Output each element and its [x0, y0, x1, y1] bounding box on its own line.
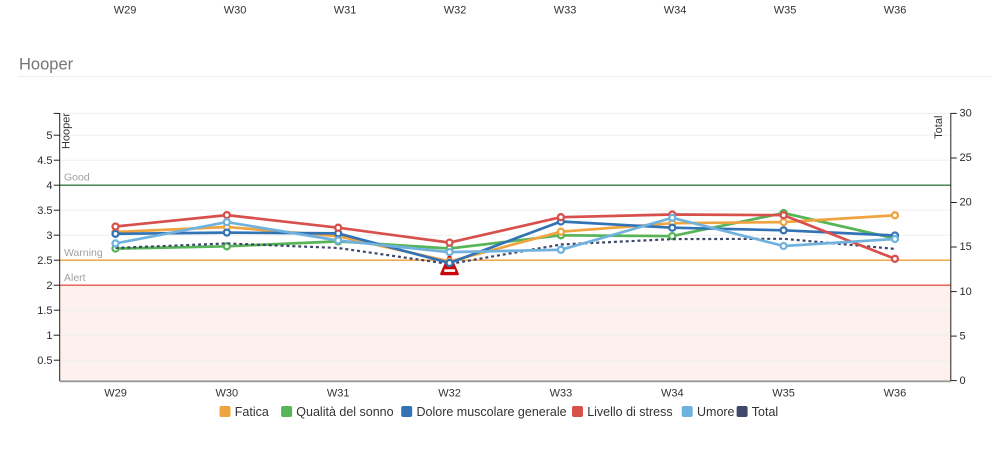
svg-text:Good: Good [64, 172, 90, 184]
svg-text:W35: W35 [772, 388, 795, 400]
svg-text:1: 1 [46, 330, 52, 342]
svg-text:W30: W30 [224, 5, 247, 17]
svg-text:3.5: 3.5 [37, 205, 52, 217]
svg-text:W32: W32 [444, 5, 467, 17]
svg-text:W31: W31 [327, 388, 350, 400]
svg-text:1.5: 1.5 [37, 305, 52, 317]
svg-text:Dolore muscolare generale: Dolore muscolare generale [417, 405, 567, 419]
svg-text:20: 20 [960, 197, 972, 209]
svg-text:Alert: Alert [64, 272, 86, 284]
svg-text:0: 0 [960, 375, 966, 387]
svg-text:W36: W36 [884, 388, 907, 400]
svg-text:W33: W33 [554, 5, 577, 17]
svg-text:3: 3 [46, 230, 52, 242]
svg-text:W34: W34 [661, 388, 684, 400]
svg-text:25: 25 [960, 152, 972, 164]
svg-text:W30: W30 [216, 388, 239, 400]
svg-text:W36: W36 [884, 5, 907, 17]
svg-text:Warning: Warning [64, 247, 103, 259]
svg-text:4.5: 4.5 [37, 155, 52, 167]
svg-text:Total: Total [752, 405, 778, 419]
svg-text:W31: W31 [334, 5, 357, 17]
svg-text:Hooper: Hooper [60, 113, 72, 149]
svg-text:5: 5 [960, 330, 966, 342]
svg-text:W29: W29 [114, 5, 137, 17]
svg-text:W29: W29 [104, 388, 127, 400]
svg-text:2: 2 [46, 280, 52, 292]
svg-text:10: 10 [960, 286, 972, 298]
svg-text:Livello di stress: Livello di stress [587, 405, 672, 419]
svg-text:Total: Total [933, 116, 945, 139]
svg-text:5: 5 [46, 130, 52, 142]
svg-text:Fatica: Fatica [235, 405, 269, 419]
svg-text:W32: W32 [438, 388, 461, 400]
svg-text:30: 30 [960, 108, 972, 120]
svg-text:Umore: Umore [697, 405, 735, 419]
svg-text:2.5: 2.5 [37, 255, 52, 267]
svg-text:Qualità del sonno: Qualità del sonno [296, 405, 393, 419]
svg-text:Hooper: Hooper [19, 55, 74, 73]
svg-text:W35: W35 [774, 5, 797, 17]
svg-text:W34: W34 [664, 5, 687, 17]
svg-text:W33: W33 [550, 388, 573, 400]
svg-text:4: 4 [46, 180, 52, 192]
svg-text:15: 15 [960, 241, 972, 253]
svg-text:0.5: 0.5 [37, 355, 52, 367]
